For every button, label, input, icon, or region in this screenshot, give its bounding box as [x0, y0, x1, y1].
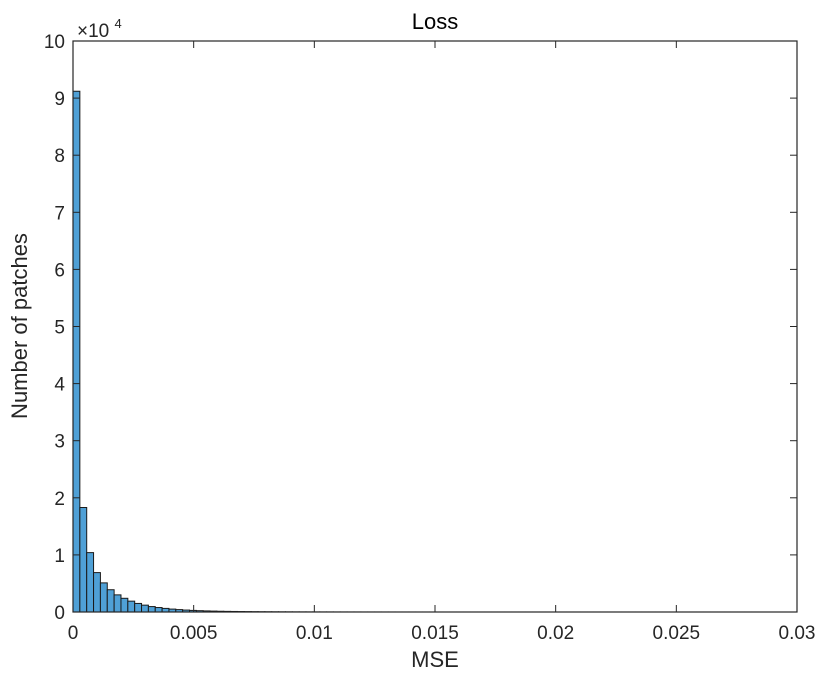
histogram-bar [113, 594, 122, 613]
histogram-bar [93, 572, 101, 613]
y-tick-label: 10 [44, 32, 65, 53]
chart-title: Loss [412, 9, 458, 34]
y-tick-label: 9 [54, 89, 65, 110]
y-multiplier-exponent: 4 [115, 16, 122, 31]
histogram-bar [79, 507, 88, 613]
y-tick-label: 3 [54, 432, 65, 453]
x-axis: 0 0.005 0.01 0.015 0.02 0.025 0.03 [68, 41, 816, 644]
x-tick-label: 0.015 [411, 623, 459, 644]
y-tick-label: 8 [54, 146, 65, 167]
bars-group [72, 90, 759, 613]
y-tick-label: 0 [54, 603, 65, 624]
y-axis-label: Number of patches [7, 233, 32, 419]
y-multiplier-label: ×10 4 [77, 16, 122, 42]
plot-area-frame [72, 40, 798, 613]
histogram-bar [120, 597, 129, 613]
histogram-bar [154, 607, 163, 613]
y-tick-label: 2 [54, 489, 65, 510]
histogram-bar [72, 90, 81, 613]
y-tick-label: 5 [54, 318, 65, 339]
histogram-bar [127, 600, 136, 613]
x-tick-label: 0.005 [170, 623, 218, 644]
x-tick-label: 0 [68, 623, 79, 644]
y-tick-label: 6 [54, 260, 65, 281]
y-multiplier-base: ×10 [77, 21, 109, 42]
histogram-bar [106, 589, 115, 613]
histogram-bar [134, 602, 143, 613]
histogram-bar [99, 582, 108, 613]
y-axis: 0 1 2 3 4 5 6 7 8 9 10 [44, 32, 797, 624]
x-tick-label: 0.02 [537, 623, 574, 644]
x-axis-label: MSE [411, 647, 459, 672]
histogram-bar [147, 606, 156, 613]
x-tick-label: 0.03 [779, 623, 816, 644]
y-tick-label: 4 [54, 375, 65, 396]
histogram-bar [86, 552, 95, 613]
x-tick-label: 0.01 [296, 623, 333, 644]
y-tick-label: 7 [54, 203, 65, 224]
histogram-bar [141, 604, 149, 613]
x-tick-label: 0.025 [653, 623, 701, 644]
y-tick-label: 1 [54, 546, 65, 567]
